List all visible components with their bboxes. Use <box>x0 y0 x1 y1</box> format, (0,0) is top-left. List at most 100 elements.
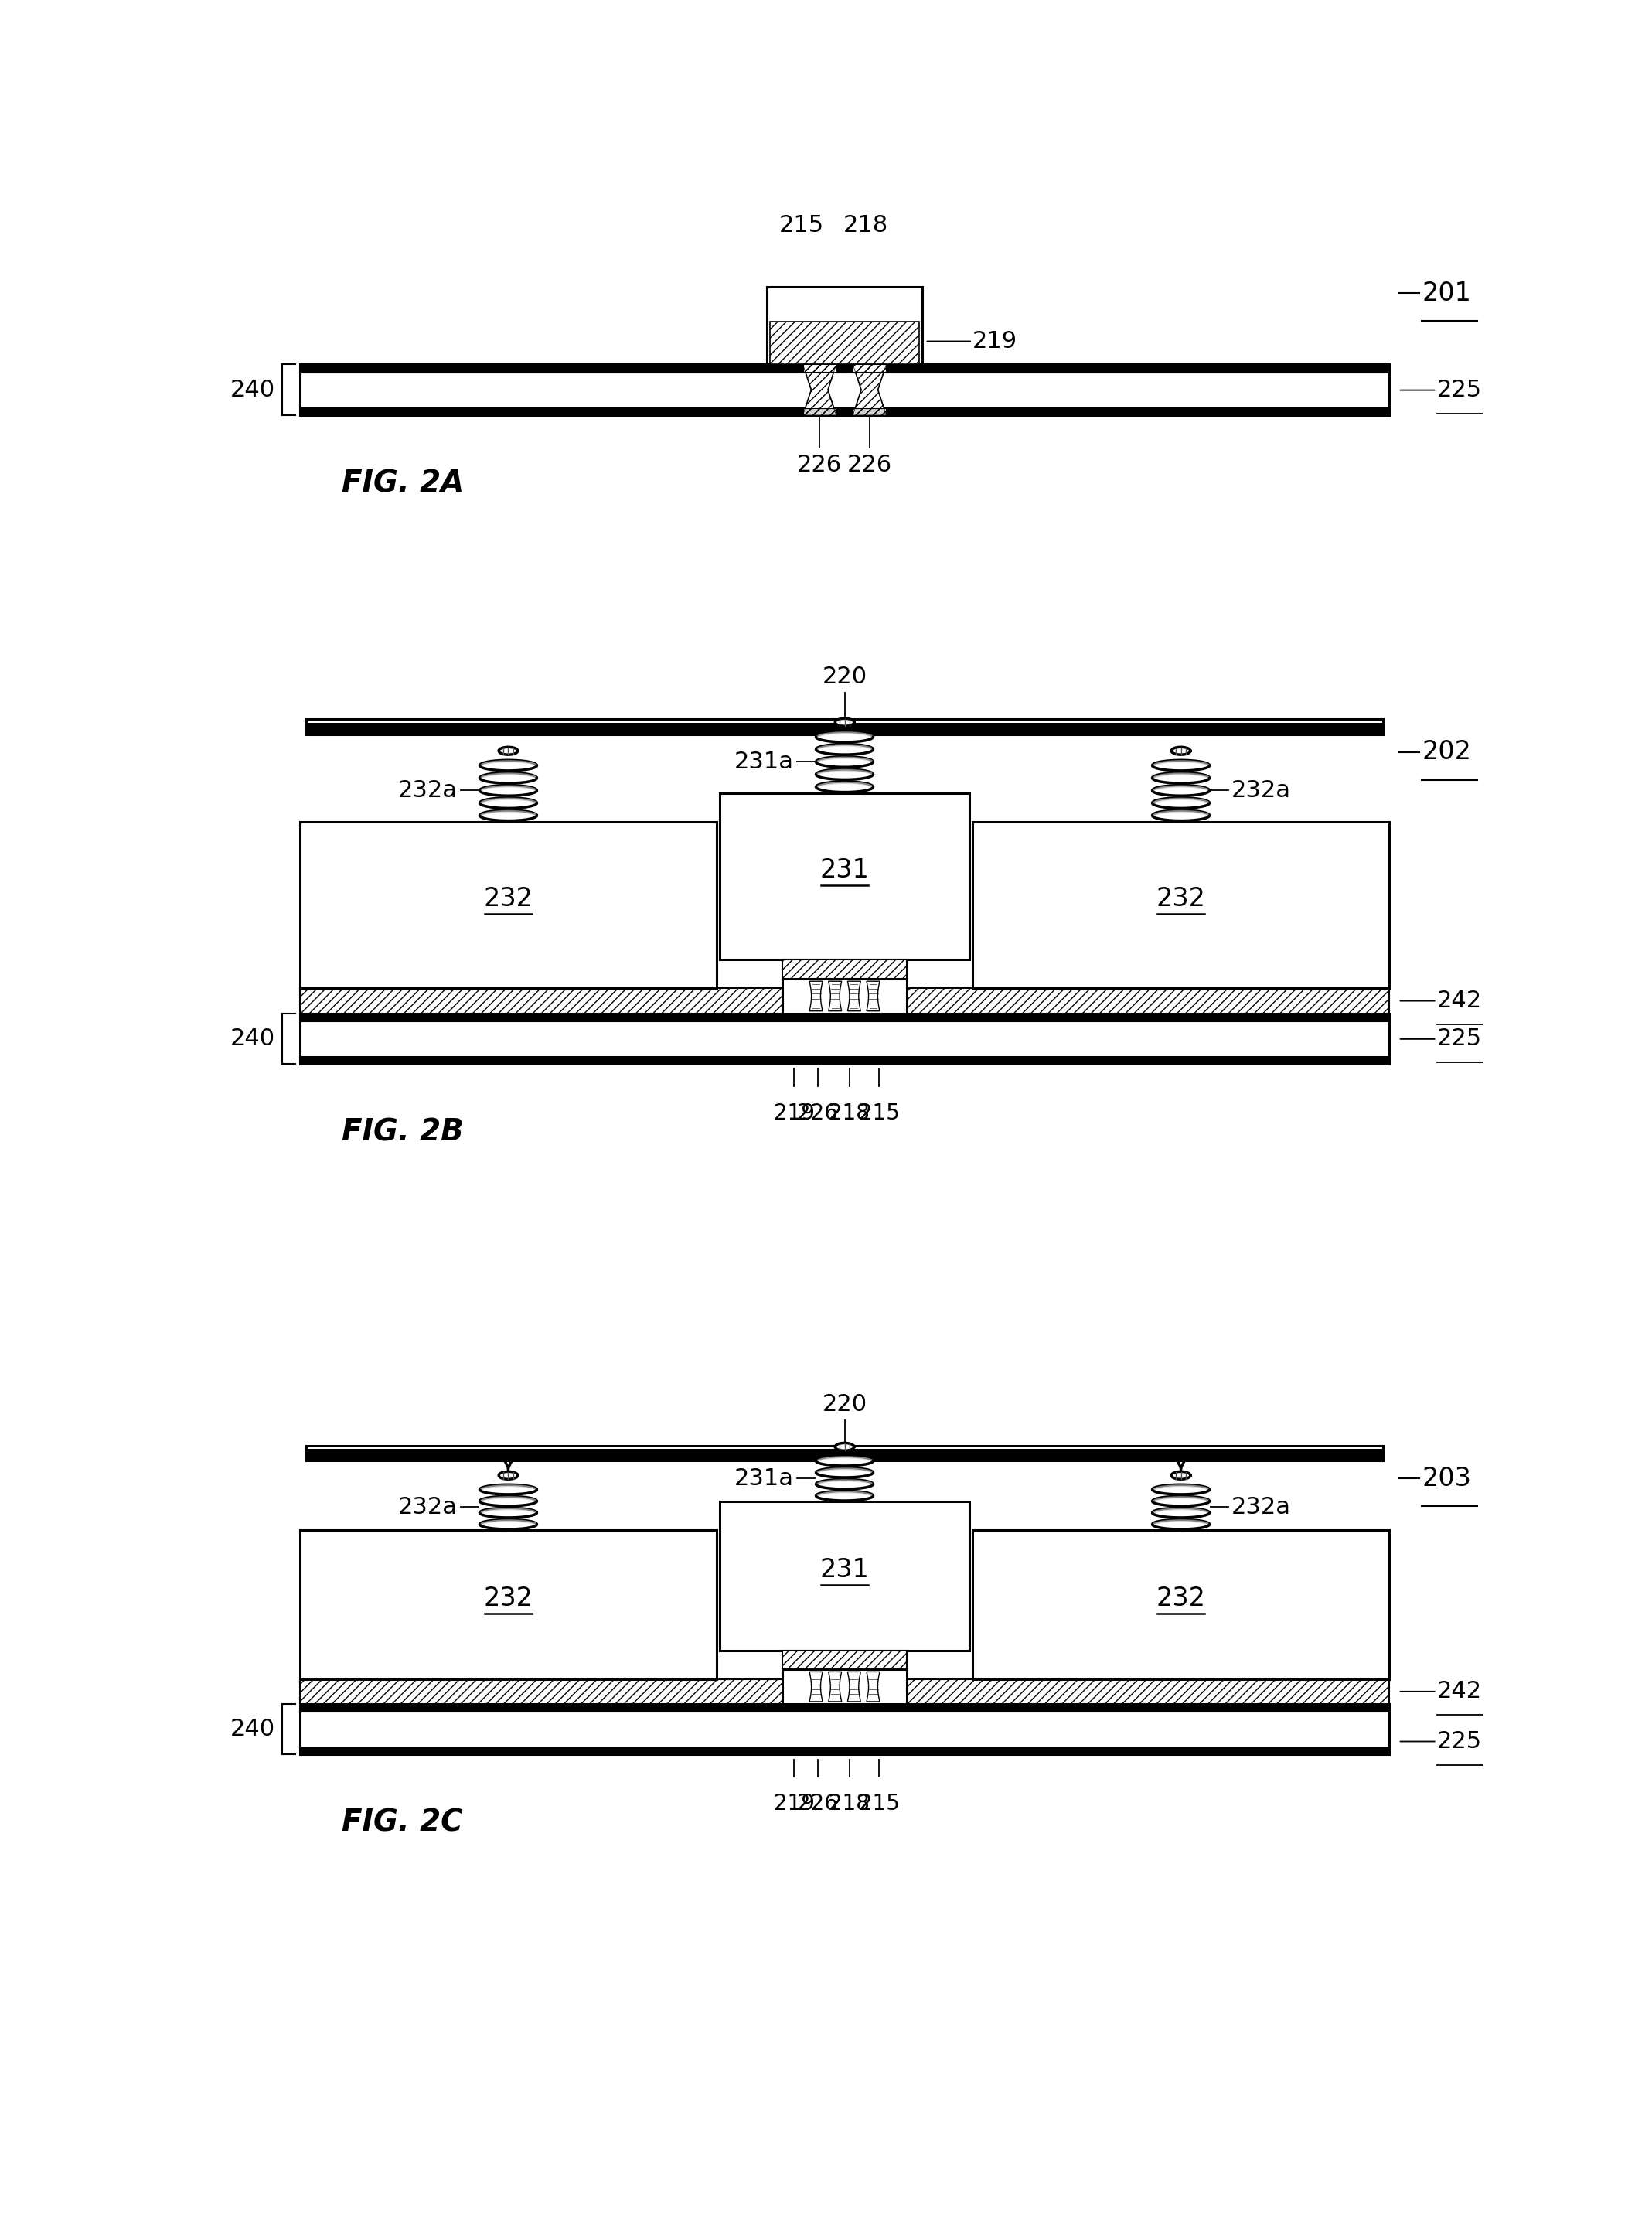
Bar <box>770 322 919 365</box>
Text: 203: 203 <box>1422 1467 1472 1491</box>
Bar <box>301 407 1389 414</box>
Text: 242: 242 <box>1437 990 1482 1012</box>
Bar <box>781 1670 907 1704</box>
Ellipse shape <box>479 1507 537 1518</box>
Ellipse shape <box>479 811 537 822</box>
Ellipse shape <box>1153 786 1209 795</box>
Ellipse shape <box>479 797 537 808</box>
Ellipse shape <box>816 743 874 755</box>
Polygon shape <box>499 1471 517 1480</box>
Bar <box>803 407 836 414</box>
Text: 240: 240 <box>230 378 274 401</box>
Bar <box>301 1057 1389 1064</box>
Bar <box>301 365 1389 372</box>
Bar <box>301 987 781 1014</box>
Bar <box>907 987 1389 1014</box>
Bar <box>781 1650 907 1670</box>
Ellipse shape <box>816 768 874 779</box>
Bar <box>301 1746 1389 1755</box>
Bar <box>781 961 907 978</box>
Text: 240: 240 <box>230 1028 274 1050</box>
Bar <box>720 1502 970 1650</box>
Bar <box>973 822 1389 987</box>
Text: FIG. 2C: FIG. 2C <box>342 1809 463 1838</box>
Bar <box>301 822 717 987</box>
Polygon shape <box>834 719 854 725</box>
Ellipse shape <box>816 1480 874 1489</box>
Text: 232a: 232a <box>398 779 458 802</box>
Ellipse shape <box>1153 1496 1209 1507</box>
Bar <box>852 365 885 372</box>
Ellipse shape <box>1153 797 1209 808</box>
Polygon shape <box>499 748 517 755</box>
Text: 232: 232 <box>1156 887 1206 911</box>
Text: 232a: 232a <box>1231 779 1290 802</box>
Bar <box>720 793 970 961</box>
Ellipse shape <box>479 786 537 795</box>
Text: 202: 202 <box>1422 739 1472 766</box>
Polygon shape <box>809 981 823 1012</box>
Ellipse shape <box>1153 772 1209 784</box>
Text: FIG. 2A: FIG. 2A <box>342 468 464 497</box>
Text: 231a: 231a <box>735 1467 795 1489</box>
Ellipse shape <box>816 781 874 793</box>
Text: 232a: 232a <box>1231 1496 1290 1518</box>
Text: 226: 226 <box>847 455 892 477</box>
Bar <box>973 1529 1389 1679</box>
Text: 220: 220 <box>823 665 867 687</box>
Text: 225: 225 <box>1437 1731 1482 1753</box>
Text: 226: 226 <box>798 1104 838 1124</box>
Text: 215: 215 <box>859 1104 900 1124</box>
Text: 226: 226 <box>798 1793 838 1816</box>
Bar <box>306 719 1383 723</box>
Ellipse shape <box>1153 1507 1209 1518</box>
Polygon shape <box>829 981 841 1012</box>
Polygon shape <box>867 981 879 1012</box>
Text: 240: 240 <box>230 1717 274 1740</box>
Bar <box>767 287 922 365</box>
Polygon shape <box>809 1673 823 1702</box>
Polygon shape <box>847 1673 861 1702</box>
Text: 215: 215 <box>859 1793 900 1816</box>
Text: 231: 231 <box>819 1558 869 1583</box>
Ellipse shape <box>479 1484 537 1493</box>
Text: 242: 242 <box>1437 1679 1482 1702</box>
Ellipse shape <box>1153 1484 1209 1493</box>
Bar <box>301 372 1389 407</box>
Bar <box>852 407 885 414</box>
Ellipse shape <box>479 772 537 784</box>
Text: 218: 218 <box>829 1104 869 1124</box>
Ellipse shape <box>1153 1520 1209 1529</box>
Text: 226: 226 <box>798 455 843 477</box>
Polygon shape <box>1171 1471 1191 1480</box>
Text: 225: 225 <box>1437 378 1482 401</box>
Polygon shape <box>852 365 885 414</box>
Ellipse shape <box>816 1491 874 1500</box>
Bar <box>306 723 1383 734</box>
Polygon shape <box>829 1673 841 1702</box>
Bar <box>781 978 907 1014</box>
Text: 215: 215 <box>780 215 824 237</box>
Text: 225: 225 <box>1437 1028 1482 1050</box>
Text: 219: 219 <box>773 1104 814 1124</box>
Bar <box>803 365 836 372</box>
Bar <box>301 1704 1389 1711</box>
Polygon shape <box>803 365 836 414</box>
Bar <box>301 1679 1389 1704</box>
Text: 231: 231 <box>819 858 869 884</box>
Text: FIG. 2B: FIG. 2B <box>342 1117 464 1146</box>
Ellipse shape <box>1153 761 1209 770</box>
Polygon shape <box>867 1673 879 1702</box>
Text: 218: 218 <box>829 1793 869 1816</box>
Polygon shape <box>834 1442 854 1451</box>
Text: 220: 220 <box>823 1393 867 1415</box>
Text: 232: 232 <box>484 887 534 911</box>
Bar <box>306 1451 1383 1460</box>
Text: 232: 232 <box>484 1585 534 1612</box>
Text: 201: 201 <box>1422 280 1472 307</box>
Bar <box>301 1711 1389 1746</box>
Text: 231a: 231a <box>735 750 795 772</box>
Bar <box>301 1014 1389 1021</box>
Bar <box>301 1021 1389 1057</box>
Polygon shape <box>847 981 861 1012</box>
